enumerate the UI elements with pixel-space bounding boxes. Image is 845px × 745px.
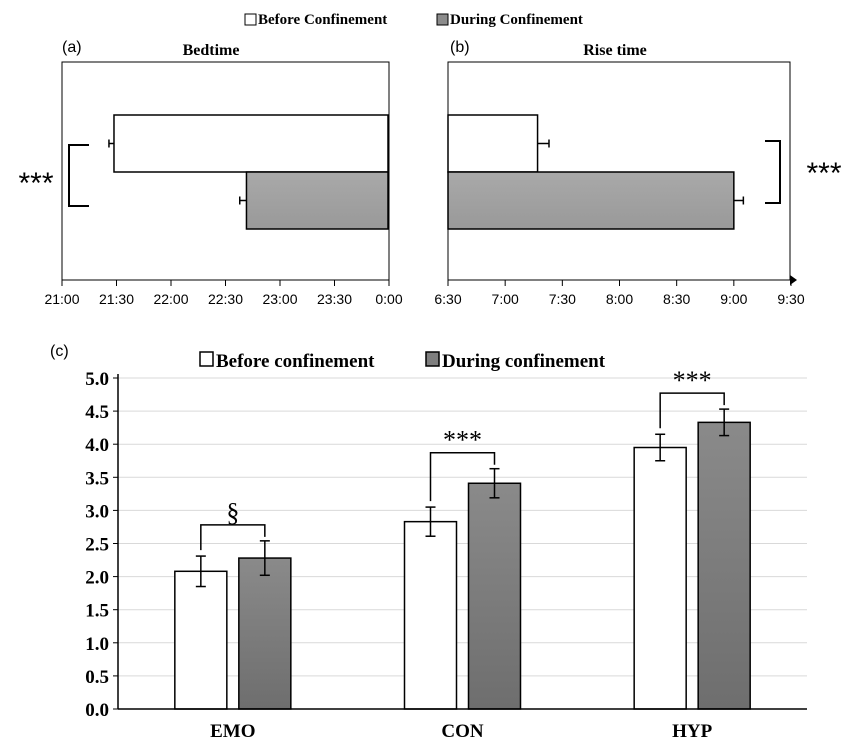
panel-a-tick-label: 21:30: [99, 291, 134, 307]
panel-c-significance: ***: [443, 426, 482, 455]
panel-c-ytick-label: 4.5: [85, 402, 109, 423]
panel-c-bar-hyp-before: [633, 446, 687, 710]
panel-c-ytick-label: 0.0: [85, 700, 109, 721]
panel-c-significance: §: [226, 498, 239, 527]
panel-c-bracket: [659, 392, 725, 429]
panel-c-label: (c): [50, 343, 69, 360]
panel-c-bar-emo-before: [174, 570, 228, 710]
panel-b-tick-label: 8:30: [663, 291, 690, 307]
panel-a-tick-label: 22:00: [153, 291, 188, 307]
panel-b-tick-label: 7:00: [492, 291, 519, 307]
panel-c-ytick-label: 3.5: [85, 468, 109, 489]
panel-c-bar-hyp-during: [697, 421, 751, 710]
legend-c-during-label: During confinement: [442, 351, 606, 372]
panel-b-tick-label: 7:30: [549, 291, 576, 307]
panel-b-tick-label: 9:00: [720, 291, 747, 307]
panel-c-significance: ***: [673, 366, 712, 395]
panel-c-ytick-label: 1.5: [85, 601, 109, 622]
panel-c-ytick-label: 5.0: [85, 369, 109, 390]
panel-a-significance: ***: [18, 167, 53, 200]
panel-b-axis-arrow: [790, 275, 797, 285]
panel-a-tick-label: 0:00: [375, 291, 402, 307]
panel-c-category-label: EMO: [210, 721, 255, 742]
panel-a-bar-before: [113, 114, 389, 173]
panel-c-ytick-label: 0.5: [85, 667, 109, 688]
panel-b-bar-during: [447, 171, 735, 230]
panel-a-bar-during: [245, 171, 389, 230]
panel-c-ytick-label: 2.0: [85, 568, 109, 589]
panel-c-category-label: HYP: [672, 721, 713, 742]
panel-b-title: Rise time: [583, 42, 647, 59]
panel-a-tick-label: 21:00: [44, 291, 79, 307]
panel-a-tick-label: 23:00: [262, 291, 297, 307]
panel-a-tick-label: 23:30: [317, 291, 352, 307]
panel-c-bracket: [429, 451, 496, 502]
panel-c-category-label: CON: [441, 721, 484, 742]
legend-before-swatch: [244, 13, 257, 26]
panel-c-bar-emo-during: [238, 557, 292, 710]
panel-b-label: (b): [450, 39, 470, 56]
panel-b-significance: ***: [806, 157, 841, 190]
panel-c-bar-con-before: [403, 520, 458, 710]
panel-a: (a) Bedtime 21:00 21:30 22:00 22:30 23:00 23:…: [18, 39, 402, 307]
top-legend: Before Confinement During Confinement: [244, 12, 583, 28]
panel-b: (b) Rise time 6:30 7:00 7:30 8:00 8:30 9:00 9:…: [434, 39, 841, 307]
panel-c-ytick-label: 2.5: [85, 535, 109, 556]
panel-a-title: Bedtime: [183, 42, 240, 59]
panel-a-tick-label: 22:30: [208, 291, 243, 307]
legend-c-before-label: Before confinement: [216, 351, 375, 372]
panel-b-bracket: [765, 140, 781, 204]
panel-c-ytick-label: 1.0: [85, 634, 109, 655]
panel-c-bar-con-during: [467, 482, 522, 710]
panel-b-tick-label: 6:30: [434, 291, 461, 307]
legend-before-label: Before Confinement: [258, 12, 387, 28]
panel-c-bracket: [200, 524, 266, 551]
legend-c-during-swatch: [425, 351, 440, 367]
panel-a-label: (a): [62, 39, 82, 56]
legend-during-label: During Confinement: [450, 12, 583, 28]
panel-b-tick-label: 8:00: [606, 291, 633, 307]
panel-c-ytick-label: 4.0: [85, 435, 109, 456]
panel-b-tick-label: 9:30: [777, 291, 804, 307]
panel-c: (c) Before confinement During confinemen…: [50, 343, 807, 742]
panel-a-bracket: [68, 144, 89, 207]
panel-c-ytick-label: 3.0: [85, 501, 109, 522]
panel-b-bar-before: [447, 114, 539, 173]
legend-c-before-swatch: [199, 351, 214, 367]
legend-during-swatch: [436, 13, 449, 26]
